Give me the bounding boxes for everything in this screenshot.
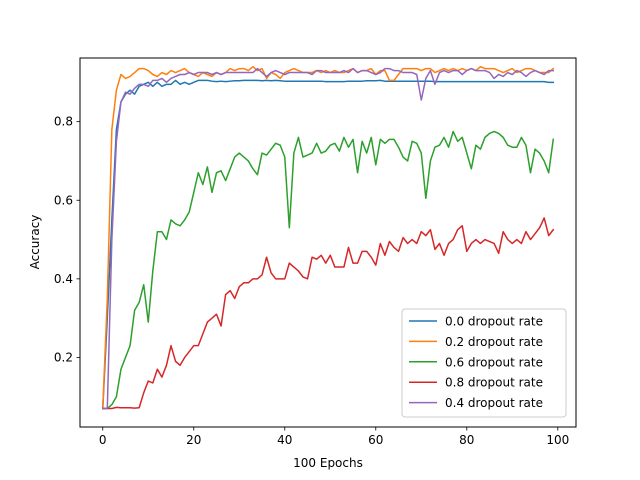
x-tick-label: 100	[546, 433, 569, 447]
y-tick-label: 0.6	[54, 193, 73, 207]
y-axis: 0.2 0.4 0.6 0.8	[54, 115, 80, 364]
x-tick-label: 60	[368, 433, 383, 447]
legend: 0.0 dropout rate 0.2 dropout rate 0.6 drop…	[401, 308, 567, 418]
x-tick-label: 80	[459, 433, 474, 447]
y-tick-label: 0.4	[54, 272, 73, 286]
series-line-3	[102, 217, 555, 410]
series-line-2	[102, 130, 555, 410]
legend-label: 0.2 dropout rate	[445, 335, 543, 349]
x-axis-label: 100 Epochs	[293, 456, 363, 470]
plot-area-frame	[79, 57, 577, 428]
legend-label: 0.4 dropout rate	[445, 396, 543, 410]
legend-label: 0.0 dropout rate	[445, 315, 543, 329]
legend-label: 0.8 dropout rate	[445, 376, 543, 390]
x-axis: 0 20 40 60 80 100	[99, 427, 569, 447]
series-line-4	[102, 67, 554, 410]
x-tick-label: 20	[186, 433, 201, 447]
legend-box	[401, 308, 567, 418]
series-line-1	[101, 65, 555, 410]
series-line-0	[101, 79, 554, 410]
x-tick-label: 0	[99, 433, 107, 447]
legend-label: 0.6 dropout rate	[445, 355, 543, 369]
y-tick-label: 0.8	[54, 115, 73, 129]
y-tick-label: 0.2	[54, 350, 73, 364]
y-axis-label: Accuracy	[28, 215, 42, 270]
plot-lines	[101, 65, 555, 410]
x-tick-label: 40	[277, 433, 292, 447]
